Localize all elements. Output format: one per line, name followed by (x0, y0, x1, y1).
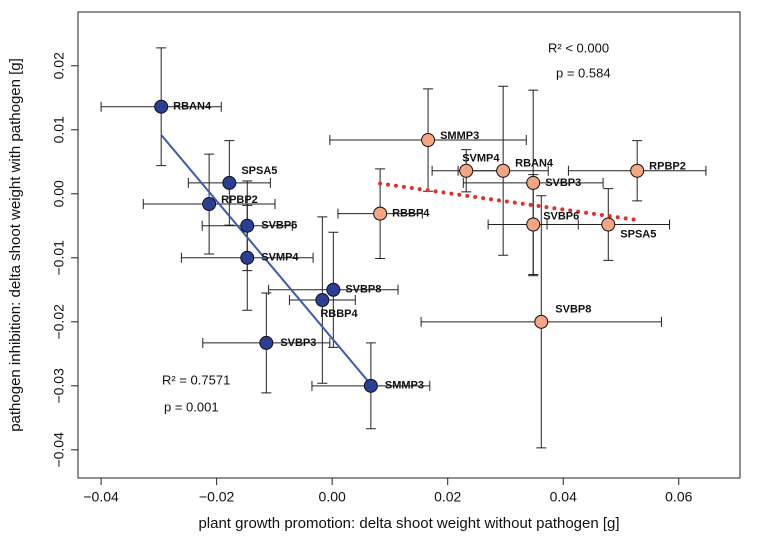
point-label: SVBP3 (280, 337, 316, 349)
point-label: SMMP3 (440, 130, 479, 142)
fit-line (160, 134, 372, 386)
y-tick-label: −0.03 (51, 368, 67, 404)
point-label: RBBP4 (392, 208, 430, 220)
data-point (601, 217, 616, 232)
data-point (496, 163, 511, 178)
data-point (363, 378, 378, 393)
data-point (630, 163, 645, 178)
point-label: RPBP2 (649, 161, 686, 173)
x-tick-label: 0.06 (665, 489, 692, 505)
point-label: SVBP6 (543, 210, 579, 222)
y-tick-label: −0.01 (51, 240, 67, 276)
data-point (240, 250, 255, 265)
x-tick-label: −0.04 (83, 489, 119, 505)
data-point (526, 175, 541, 190)
data-point (526, 217, 541, 232)
point-label: RBBP4 (320, 308, 358, 320)
point-label: SVBP6 (261, 220, 297, 232)
data-point (534, 314, 549, 329)
data-point (421, 133, 436, 148)
y-tick-label: 0.00 (51, 180, 67, 207)
data-point (222, 175, 237, 190)
data-point (154, 99, 169, 114)
y-tick-label: −0.04 (51, 432, 67, 468)
point-label: RBAN4 (515, 158, 554, 170)
point-label: SPSA5 (620, 228, 656, 240)
point-label: SPSA5 (241, 165, 277, 177)
data-point (315, 293, 330, 308)
point-label: SVBP3 (545, 177, 581, 189)
x-tick-label: −0.02 (199, 489, 235, 505)
point-label: SVMP4 (462, 153, 500, 165)
point-label: SMMP3 (385, 380, 424, 392)
fit-line (378, 181, 640, 223)
data-point (259, 335, 274, 350)
data-point (326, 282, 341, 297)
y-tick-label: 0.01 (51, 116, 67, 143)
point-label: RBAN4 (173, 101, 212, 113)
fit-annotation: R² < 0.000 (548, 40, 609, 55)
data-point (202, 197, 217, 212)
point-label: SVMP4 (261, 252, 299, 264)
x-tick-label: 0.04 (550, 489, 577, 505)
x-axis-label: plant growth promotion: delta shoot weig… (198, 515, 619, 532)
point-label: RPBP2 (221, 194, 258, 206)
data-point (459, 163, 474, 178)
x-tick-label: 0.00 (319, 489, 346, 505)
fit-annotation: p = 0.584 (556, 65, 611, 80)
data-point (373, 206, 388, 221)
y-axis-label: pathogen inhibition: delta shoot weight … (7, 58, 24, 432)
fit-annotation: R² = 0.7571 (162, 372, 230, 387)
y-tick-label: 0.02 (51, 52, 67, 79)
data-point (240, 218, 255, 233)
plot-frame (77, 11, 741, 479)
fit-annotation: p = 0.001 (164, 399, 219, 414)
point-label: SVBP8 (555, 304, 591, 316)
y-tick-label: −0.02 (51, 304, 67, 340)
point-label: SVBP8 (345, 284, 381, 296)
x-tick-label: 0.02 (434, 489, 461, 505)
